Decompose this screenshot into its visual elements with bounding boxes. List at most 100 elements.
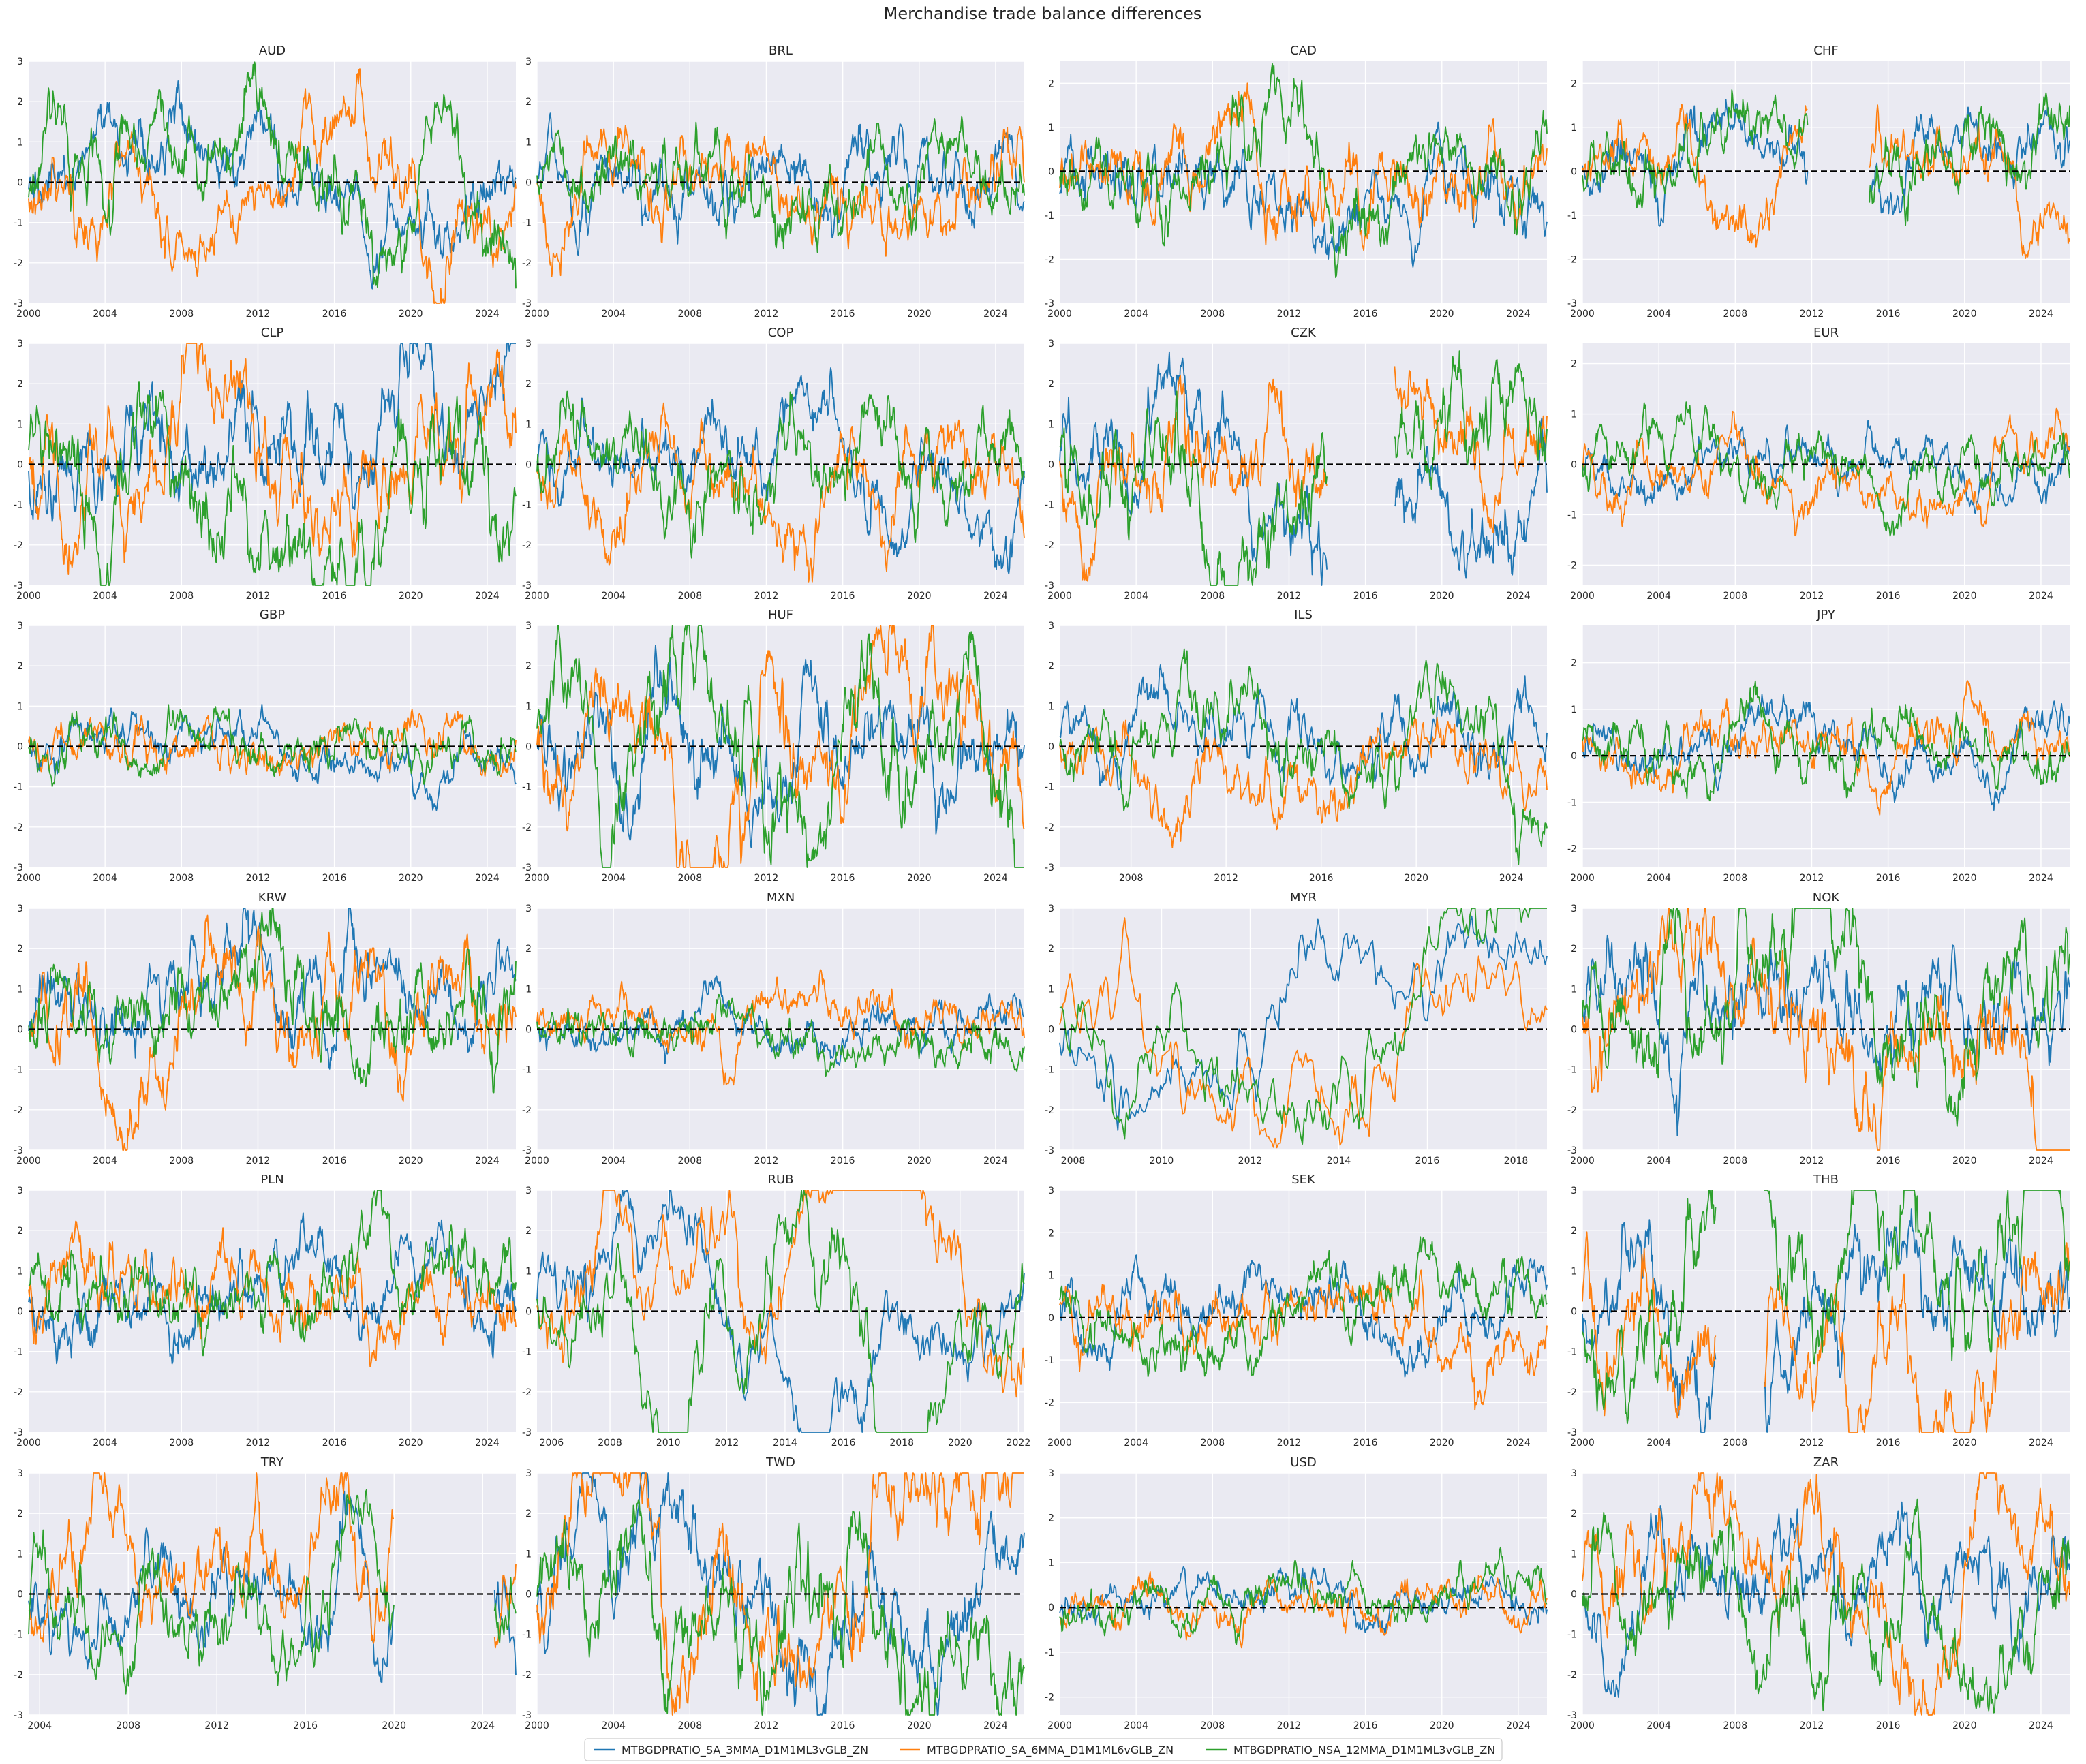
x-tick-label: 2000 bbox=[16, 873, 41, 884]
series-line-1 bbox=[1059, 664, 1548, 791]
series-line-1 bbox=[536, 112, 1025, 256]
panel-title: EUR bbox=[1813, 326, 1839, 340]
y-tick-label: 1 bbox=[525, 1549, 532, 1560]
y-tick-label: 3 bbox=[17, 621, 23, 632]
x-tick-label: 2024 bbox=[983, 873, 1008, 884]
x-tick-label: 2014 bbox=[1327, 1156, 1351, 1166]
y-tick-label: -2 bbox=[1567, 560, 1577, 571]
series-line-3 bbox=[1582, 1498, 2070, 1714]
y-tick-label: -3 bbox=[14, 1710, 23, 1721]
series-line-1 bbox=[1582, 1501, 2070, 1698]
x-tick-label: 2016 bbox=[831, 591, 855, 602]
series-line-2 bbox=[28, 343, 517, 575]
y-tick-label: 1 bbox=[1571, 409, 1577, 420]
x-tick-label: 2020 bbox=[1952, 1720, 1977, 1731]
y-tick-label: -1 bbox=[522, 1065, 532, 1076]
y-tick-label: -1 bbox=[1567, 211, 1577, 221]
x-tick-label: 2012 bbox=[1214, 873, 1238, 884]
series-line-1 bbox=[1059, 1254, 1548, 1378]
x-tick-label: 2004 bbox=[1646, 1720, 1671, 1731]
series-line-2 bbox=[1582, 680, 2070, 816]
series-line-2 bbox=[536, 625, 1025, 868]
x-tick-label: 2004 bbox=[93, 1438, 117, 1449]
series-line-3 bbox=[1582, 1190, 2070, 1425]
x-tick-label: 2012 bbox=[754, 309, 779, 320]
x-tick-label: 2016 bbox=[1353, 309, 1378, 320]
y-tick-label: 3 bbox=[17, 339, 23, 350]
x-tick-label: 2008 bbox=[677, 591, 702, 602]
y-tick-label: 1 bbox=[1048, 1271, 1054, 1282]
y-tick-label: 3 bbox=[1571, 1186, 1577, 1196]
x-tick-label: 2000 bbox=[1047, 309, 1072, 320]
x-tick-label: 2008 bbox=[116, 1720, 140, 1731]
y-tick-label: 2 bbox=[1048, 379, 1054, 390]
x-tick-label: 2000 bbox=[525, 591, 549, 602]
y-tick-label: -3 bbox=[1045, 581, 1054, 591]
series-line-2 bbox=[536, 125, 1025, 277]
x-tick-label: 2016 bbox=[1876, 1438, 1901, 1449]
y-tick-label: 2 bbox=[1571, 1508, 1577, 1519]
x-tick-label: 2016 bbox=[1876, 309, 1901, 320]
x-tick-label: 2000 bbox=[1570, 1156, 1595, 1166]
x-tick-label: 2018 bbox=[1504, 1156, 1529, 1166]
y-tick-label: 1 bbox=[17, 1549, 23, 1560]
x-tick-label: 2012 bbox=[754, 1720, 779, 1731]
y-tick-label: 3 bbox=[525, 57, 532, 67]
x-tick-label: 2008 bbox=[169, 873, 194, 884]
x-tick-label: 2024 bbox=[475, 1156, 500, 1166]
y-tick-label: -1 bbox=[1045, 1065, 1054, 1076]
panel-title: NOK bbox=[1813, 891, 1841, 905]
series-line-2 bbox=[1059, 1269, 1548, 1411]
panel-clp: -3 -2 -1 0 1 2 3 2000 2004 2008 2012 2016 2020 2024 CL… bbox=[14, 326, 517, 602]
plot-area bbox=[1060, 1473, 1547, 1715]
y-tick-label: 2 bbox=[1571, 1226, 1577, 1237]
x-tick-label: 2024 bbox=[2029, 1720, 2053, 1731]
y-tick-label: 3 bbox=[1048, 621, 1054, 632]
panel-title: MXN bbox=[767, 891, 795, 905]
series-line-3 bbox=[28, 908, 517, 1094]
y-tick-label: -2 bbox=[1045, 254, 1054, 265]
legend-label: MTBGDPRATIO_SA_3MMA_D1M1ML3vGLB_ZN bbox=[622, 1744, 868, 1757]
series-line-3 bbox=[1059, 63, 1548, 279]
x-tick-label: 2004 bbox=[1646, 873, 1671, 884]
y-tick-label: 0 bbox=[525, 460, 532, 471]
x-tick-label: 2012 bbox=[754, 591, 779, 602]
y-tick-label: -2 bbox=[1045, 1692, 1054, 1703]
panel-eur: -2 -1 0 1 2 2000 2004 2008 2012 2016 2020 2024 EUR bbox=[1567, 326, 2070, 602]
panel-czk: -3 -2 -1 0 1 2 3 2000 2004 2008 2012 2016 2020 2024 CZ… bbox=[1045, 326, 1548, 602]
series-line-2 bbox=[1059, 717, 1548, 848]
panel-title: CZK bbox=[1291, 326, 1317, 340]
y-tick-label: -2 bbox=[522, 1387, 532, 1398]
series-line-3 bbox=[1582, 680, 2070, 802]
y-tick-label: 3 bbox=[17, 1186, 23, 1196]
x-tick-label: 2016 bbox=[293, 1720, 318, 1731]
panel-zar: -3 -2 -1 0 1 2 3 2000 2004 2008 2012 2016 2020 2024 ZA… bbox=[1567, 1455, 2070, 1731]
x-tick-label: 2004 bbox=[93, 1156, 117, 1166]
x-tick-label: 2022 bbox=[1007, 1438, 1031, 1449]
y-tick-label: 1 bbox=[17, 984, 23, 995]
x-tick-label: 2016 bbox=[1353, 1720, 1378, 1731]
x-tick-label: 2020 bbox=[948, 1438, 972, 1449]
y-tick-label: 3 bbox=[1048, 1468, 1054, 1479]
panel-title: BRL bbox=[769, 44, 793, 58]
x-tick-label: 2012 bbox=[1277, 1438, 1302, 1449]
panel-title: HUF bbox=[768, 608, 793, 622]
y-tick-label: 2 bbox=[1048, 1513, 1054, 1524]
y-tick-label: 1 bbox=[525, 1266, 532, 1277]
panel-try: -3 -2 -1 0 1 2 3 2004 2008 2012 2016 2020 2024 TRY bbox=[14, 1455, 517, 1731]
x-tick-label: 2020 bbox=[1952, 309, 1977, 320]
panel-sek: -2 -1 0 1 2 3 2000 2004 2008 2012 2016 2020 2024 SEK bbox=[1045, 1173, 1548, 1449]
x-tick-label: 2004 bbox=[1124, 591, 1148, 602]
series-line-3 bbox=[28, 381, 517, 586]
x-tick-label: 2008 bbox=[1119, 873, 1144, 884]
y-tick-label: 1 bbox=[1571, 1549, 1577, 1560]
x-tick-label: 2012 bbox=[1800, 1438, 1824, 1449]
y-tick-label: 2 bbox=[17, 97, 23, 108]
x-tick-label: 2000 bbox=[16, 1438, 41, 1449]
x-tick-label: 2020 bbox=[907, 1156, 932, 1166]
y-tick-label: -2 bbox=[1567, 1670, 1577, 1681]
y-tick-label: 2 bbox=[17, 1226, 23, 1237]
y-tick-label: 0 bbox=[1571, 460, 1577, 471]
x-tick-label: 2020 bbox=[382, 1720, 406, 1731]
